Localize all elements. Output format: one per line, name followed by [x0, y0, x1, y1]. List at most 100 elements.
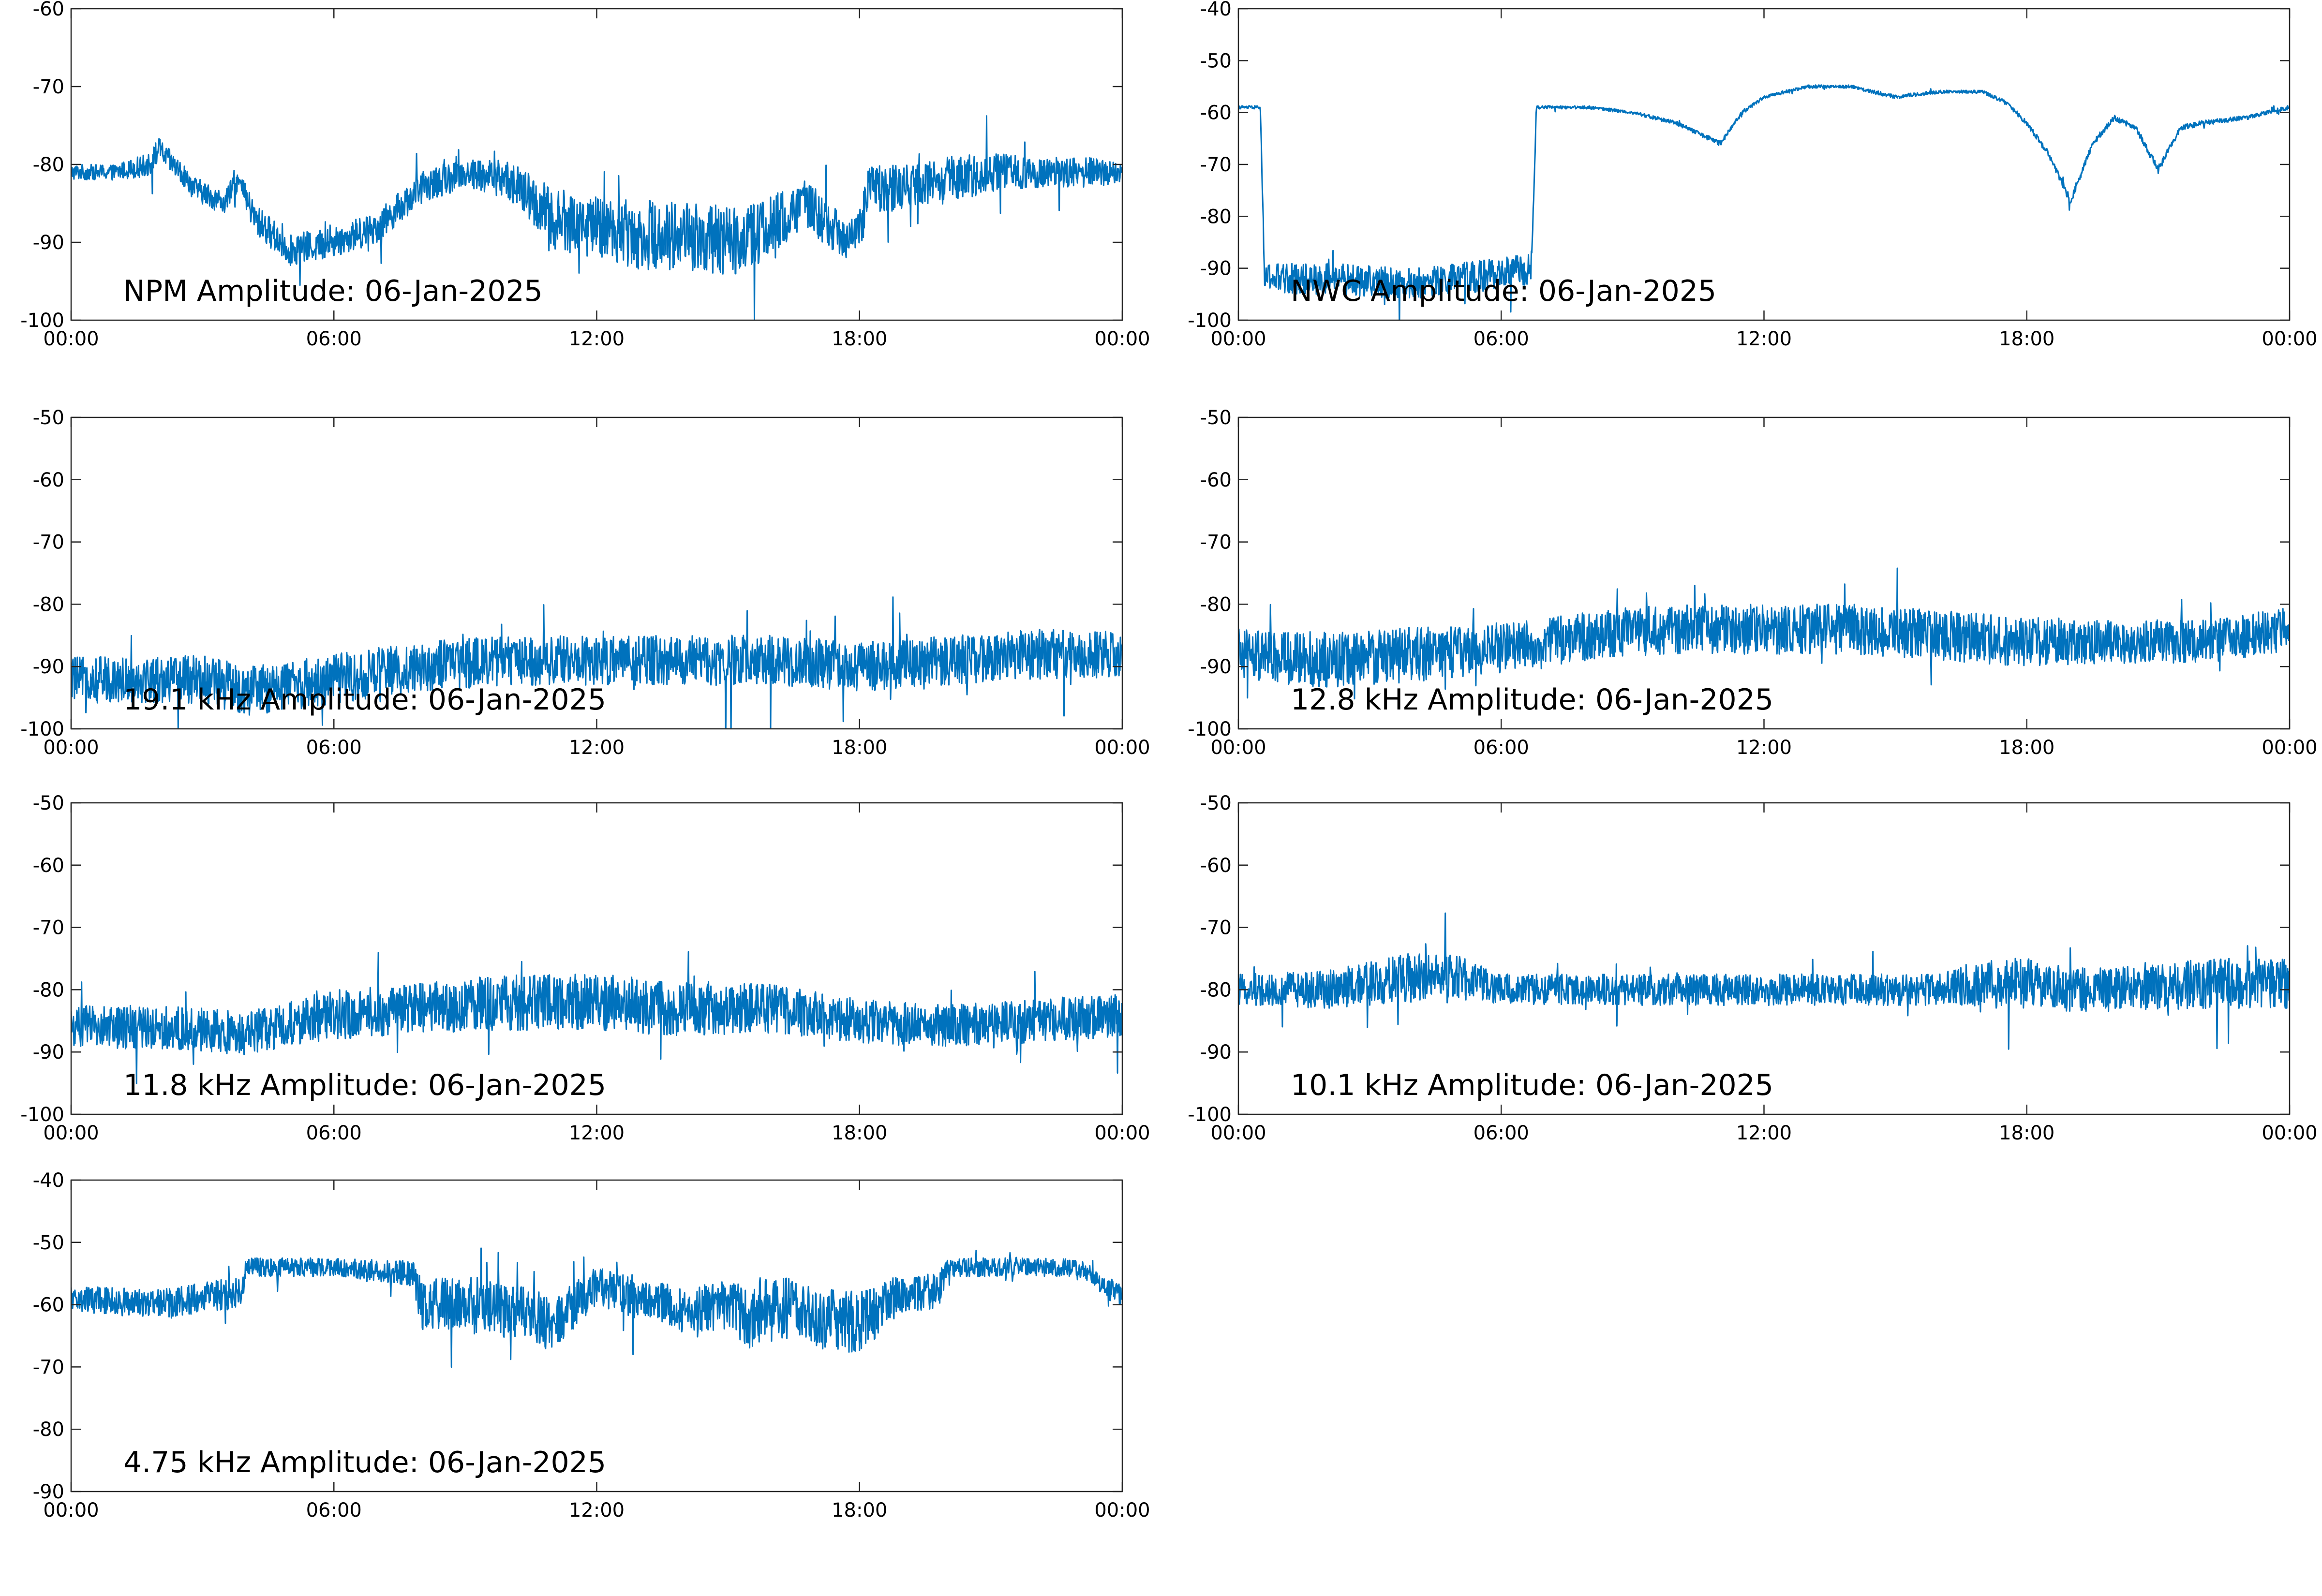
- x-tick-label: 06:00: [306, 737, 362, 759]
- x-tick-label: 06:00: [1474, 328, 1529, 350]
- x-tick-label: 00:00: [1094, 1499, 1150, 1522]
- x-tick-label: 06:00: [1474, 737, 1529, 759]
- series-line: [1238, 567, 2290, 700]
- y-tick-label: -70: [33, 532, 64, 554]
- x-tick-label: 12:00: [569, 1122, 625, 1144]
- y-tick-label: -80: [1200, 979, 1232, 1001]
- chart-title: 11.8 kHz Amplitude: 06-Jan-2025: [123, 1068, 606, 1102]
- x-tick-label: 00:00: [1210, 328, 1266, 350]
- x-tick-label: 00:00: [1210, 1122, 1266, 1144]
- y-tick-label: -60: [33, 0, 64, 20]
- x-tick-label: 00:00: [2262, 328, 2317, 350]
- series-line: [1238, 84, 2290, 320]
- series-line: [71, 115, 1122, 320]
- y-tick-label: -60: [1200, 102, 1232, 124]
- y-tick-label: -70: [1200, 917, 1232, 939]
- chart-title: NWC Amplitude: 06-Jan-2025: [1291, 274, 1716, 308]
- x-tick-label: 00:00: [43, 737, 99, 759]
- x-tick-label: 00:00: [43, 1499, 99, 1522]
- y-tick-label: -60: [33, 1294, 64, 1316]
- y-tick-label: -100: [20, 310, 64, 332]
- x-tick-label: 18:00: [832, 1122, 887, 1144]
- x-tick-label: 00:00: [1094, 328, 1150, 350]
- x-tick-label: 12:00: [1736, 328, 1792, 350]
- y-tick-label: -100: [20, 1104, 64, 1126]
- x-tick-label: 00:00: [1210, 737, 1266, 759]
- chart-title: NPM Amplitude: 06-Jan-2025: [123, 274, 543, 308]
- y-tick-label: -80: [33, 1419, 64, 1441]
- y-tick-label: -90: [1200, 656, 1232, 678]
- y-tick-label: -60: [1200, 855, 1232, 877]
- x-tick-label: 00:00: [1094, 737, 1150, 759]
- y-tick-label: -90: [33, 1041, 64, 1064]
- y-tick-label: -90: [1200, 1041, 1232, 1064]
- x-tick-label: 06:00: [306, 1499, 362, 1522]
- chart-title: 12.8 kHz Amplitude: 06-Jan-2025: [1291, 683, 1773, 717]
- x-tick-label: 00:00: [2262, 737, 2317, 759]
- series-line: [71, 596, 1122, 729]
- x-tick-label: 00:00: [2262, 1122, 2317, 1144]
- x-tick-label: 00:00: [43, 1122, 99, 1144]
- x-tick-label: 18:00: [832, 328, 887, 350]
- chart-title: 19.1 kHz Amplitude: 06-Jan-2025: [123, 683, 606, 717]
- chart-title: 10.1 kHz Amplitude: 06-Jan-2025: [1291, 1068, 1773, 1102]
- chart-title: 4.75 kHz Amplitude: 06-Jan-2025: [123, 1446, 606, 1479]
- y-tick-label: -80: [33, 979, 64, 1001]
- y-tick-label: -80: [33, 593, 64, 616]
- x-tick-label: 12:00: [569, 328, 625, 350]
- y-tick-label: -40: [33, 1169, 64, 1192]
- y-tick-label: -50: [33, 407, 64, 429]
- x-tick-label: 18:00: [832, 737, 887, 759]
- y-tick-label: -60: [33, 469, 64, 491]
- series-line: [71, 1247, 1122, 1368]
- y-tick-label: -70: [33, 917, 64, 939]
- y-tick-label: -60: [1200, 469, 1232, 491]
- y-tick-label: -70: [33, 76, 64, 98]
- y-tick-label: -40: [1200, 0, 1232, 20]
- x-tick-label: 06:00: [1474, 1122, 1529, 1144]
- x-tick-label: 12:00: [569, 1499, 625, 1522]
- y-tick-label: -50: [1200, 792, 1232, 814]
- y-tick-label: -100: [1188, 310, 1232, 332]
- x-tick-label: 12:00: [1736, 737, 1792, 759]
- y-tick-label: -100: [1188, 1104, 1232, 1126]
- y-tick-label: -90: [33, 232, 64, 254]
- y-tick-label: -70: [1200, 154, 1232, 176]
- x-tick-label: 12:00: [1736, 1122, 1792, 1144]
- y-tick-label: -50: [1200, 407, 1232, 429]
- y-tick-label: -100: [20, 718, 64, 740]
- x-tick-label: 00:00: [43, 328, 99, 350]
- x-tick-label: 18:00: [1999, 737, 2054, 759]
- series-line: [1238, 912, 2290, 1050]
- y-tick-label: -80: [33, 154, 64, 176]
- y-tick-label: -70: [1200, 532, 1232, 554]
- y-tick-label: -60: [33, 855, 64, 877]
- y-tick-label: -80: [1200, 206, 1232, 228]
- x-tick-label: 18:00: [1999, 328, 2054, 350]
- y-tick-label: -70: [33, 1356, 64, 1378]
- x-tick-label: 06:00: [306, 1122, 362, 1144]
- x-tick-label: 06:00: [306, 328, 362, 350]
- series-line: [71, 951, 1122, 1084]
- x-tick-label: 18:00: [832, 1499, 887, 1522]
- y-tick-label: -90: [33, 656, 64, 678]
- x-tick-label: 18:00: [1999, 1122, 2054, 1144]
- y-tick-label: -80: [1200, 593, 1232, 616]
- y-tick-label: -90: [33, 1481, 64, 1503]
- y-tick-label: -50: [33, 792, 64, 814]
- y-tick-label: -50: [1200, 50, 1232, 72]
- y-tick-label: -100: [1188, 718, 1232, 740]
- y-tick-label: -50: [33, 1232, 64, 1254]
- x-tick-label: 00:00: [1094, 1122, 1150, 1144]
- y-tick-label: -90: [1200, 258, 1232, 280]
